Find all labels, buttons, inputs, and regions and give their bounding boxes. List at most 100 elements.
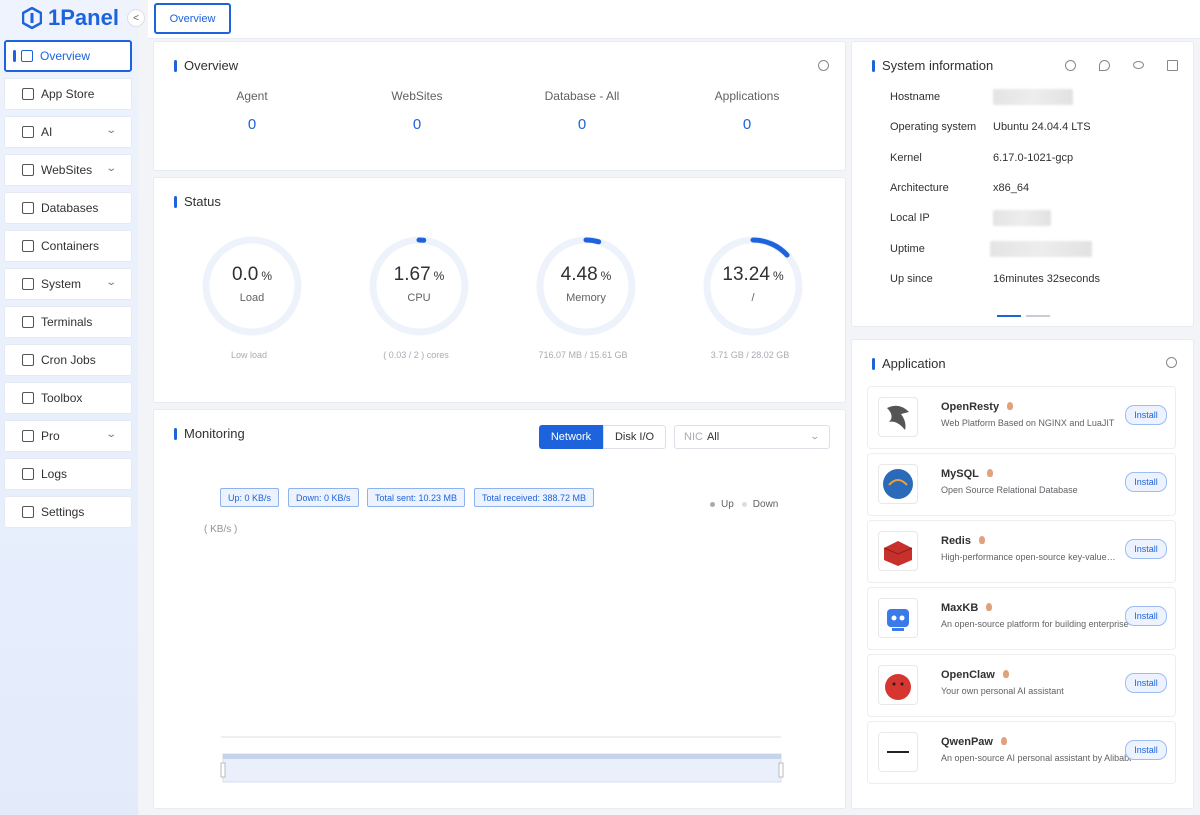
install-button[interactable]: Install — [1125, 405, 1167, 425]
app-name: OpenClaw — [941, 669, 1009, 681]
stat-chip: Up: 0 KB/s — [220, 488, 280, 507]
tab-disk-io[interactable]: Disk I/O — [603, 425, 666, 449]
card-title: Status — [174, 194, 221, 209]
gauge-name: CPU — [407, 292, 431, 304]
settings-icon[interactable] — [818, 60, 829, 71]
install-button[interactable]: Install — [1125, 740, 1167, 760]
overview-label: WebSites — [391, 89, 443, 103]
menu-item[interactable]: Settings — [4, 496, 132, 528]
menu-item[interactable]: Databases — [4, 192, 132, 224]
gauge-track — [202, 236, 302, 336]
collapse-button[interactable]: < — [127, 9, 145, 27]
info-value: Ubuntu 24.04.4 LTS — [993, 121, 1091, 134]
app-card[interactable]: QwenPaw An open-source AI personal assist… — [867, 721, 1176, 784]
app-card[interactable]: MySQL Open Source Relational Database Inst… — [867, 453, 1176, 516]
app-name: Redis — [941, 535, 985, 547]
menu-item[interactable]: Cron Jobs — [4, 344, 132, 376]
menu-icon — [22, 88, 34, 100]
menu-icon — [22, 392, 34, 404]
app-description: High-performance open-source key-value… — [941, 552, 1116, 562]
tab[interactable]: Overview — [154, 3, 231, 34]
menu-label: Containers — [41, 239, 100, 253]
menu-label: Logs — [41, 467, 68, 481]
menu-icon — [22, 468, 34, 480]
gauge-arc — [370, 237, 468, 335]
stat-chip: Down: 0 KB/s — [288, 488, 359, 507]
app-logo — [878, 732, 918, 772]
menu-item[interactable]: App Store — [4, 78, 132, 110]
menu-icon — [22, 430, 34, 442]
overview-label: Applications — [714, 89, 780, 103]
overview-value[interactable]: 0 — [577, 116, 587, 133]
menu-item[interactable]: System ⌄ — [4, 268, 132, 300]
gauge-value: 0.0% — [192, 264, 312, 286]
menu-item[interactable]: Pro ⌄ — [4, 420, 132, 452]
info-label: Up since — [890, 272, 933, 285]
app-logo — [878, 665, 918, 705]
overview-value[interactable]: 0 — [247, 116, 257, 133]
install-button[interactable]: Install — [1125, 472, 1167, 492]
chevron: ⌄ — [104, 277, 117, 288]
menu-icon — [22, 126, 34, 138]
gauge-number: 0.0 — [231, 264, 259, 285]
app-name: OpenResty — [941, 401, 1013, 413]
menu-item[interactable]: Overview — [4, 40, 132, 72]
info-label: Local IP — [890, 212, 930, 225]
menu-item[interactable]: AI ⌄ — [4, 116, 132, 148]
stat-chip: Total received: 388.72 MB — [474, 488, 595, 507]
app-description: Web Platform Based on NGINX and LuaJIT — [941, 418, 1115, 428]
refresh-icon[interactable] — [1099, 60, 1110, 71]
menu-item[interactable]: Logs — [4, 458, 132, 490]
app-card[interactable]: Redis High-performance open-source key-va… — [867, 520, 1176, 583]
install-button[interactable]: Install — [1125, 606, 1167, 626]
y-unit: ( KB/s ) — [204, 524, 238, 535]
select-label: NIC — [684, 431, 703, 443]
menu-item[interactable]: Terminals — [4, 306, 132, 338]
chevron: ⌄ — [104, 429, 117, 440]
gauge-unit: % — [600, 269, 612, 283]
app-description: Open Source Relational Database — [941, 485, 1078, 495]
legend: Up Down — [710, 499, 778, 510]
gauge-name: Load — [239, 292, 265, 304]
gauge-number: 13.24 — [722, 264, 770, 285]
install-button[interactable]: Install — [1125, 673, 1167, 693]
menu-label: Cron Jobs — [41, 353, 96, 367]
tab-network[interactable]: Network — [539, 425, 603, 449]
menu-icon — [22, 278, 34, 290]
carousel-dot[interactable] — [1026, 315, 1050, 317]
info-label: Architecture — [890, 181, 949, 194]
app-name: QwenPaw — [941, 736, 1007, 748]
info-value: 16minutes 32seconds — [993, 272, 1101, 285]
app-card[interactable]: OpenClaw Your own personal AI assistant In… — [867, 654, 1176, 717]
overview-value[interactable]: 0 — [742, 116, 752, 133]
legend-item: Up — [721, 499, 734, 510]
status-card: Status 0.0% Load Low load 1.67% CPU( 0.03 / … — [153, 177, 846, 403]
app-card[interactable]: OpenResty Web Platform Based on NGINX and… — [867, 386, 1176, 449]
overview-label: Database - All — [544, 89, 620, 103]
info-value: x86_64 — [993, 181, 1030, 194]
app-logo — [878, 464, 918, 504]
gauge-detail: Low load — [230, 350, 268, 360]
settings-icon[interactable] — [1166, 357, 1177, 368]
install-button[interactable]: Install — [1125, 539, 1167, 559]
card-title: Overview — [174, 58, 238, 73]
menu-label: Overview — [40, 49, 91, 63]
select-value: All — [706, 431, 720, 443]
gauge-track — [369, 236, 469, 336]
nic-select[interactable]: NIC All ⌄ — [674, 425, 830, 449]
copy-icon[interactable] — [1167, 60, 1178, 71]
menu-item[interactable]: Containers — [4, 230, 132, 262]
carousel-dot[interactable] — [997, 315, 1021, 317]
menu-item[interactable]: WebSites ⌄ — [4, 154, 132, 186]
app-logo — [878, 397, 918, 437]
gauges — [202, 236, 803, 336]
gauge-unit: % — [261, 269, 273, 283]
overview-value[interactable]: 0 — [412, 116, 422, 133]
gauge-value: 1.67% — [359, 264, 479, 286]
legend-item: Down — [752, 499, 779, 510]
app-name: MaxKB — [941, 602, 992, 614]
app-card[interactable]: MaxKB An open-source platform for buildin… — [867, 587, 1176, 650]
menu-item[interactable]: Toolbox — [4, 382, 132, 414]
settings-icon[interactable] — [1065, 60, 1076, 71]
view-icon[interactable] — [1133, 61, 1144, 69]
